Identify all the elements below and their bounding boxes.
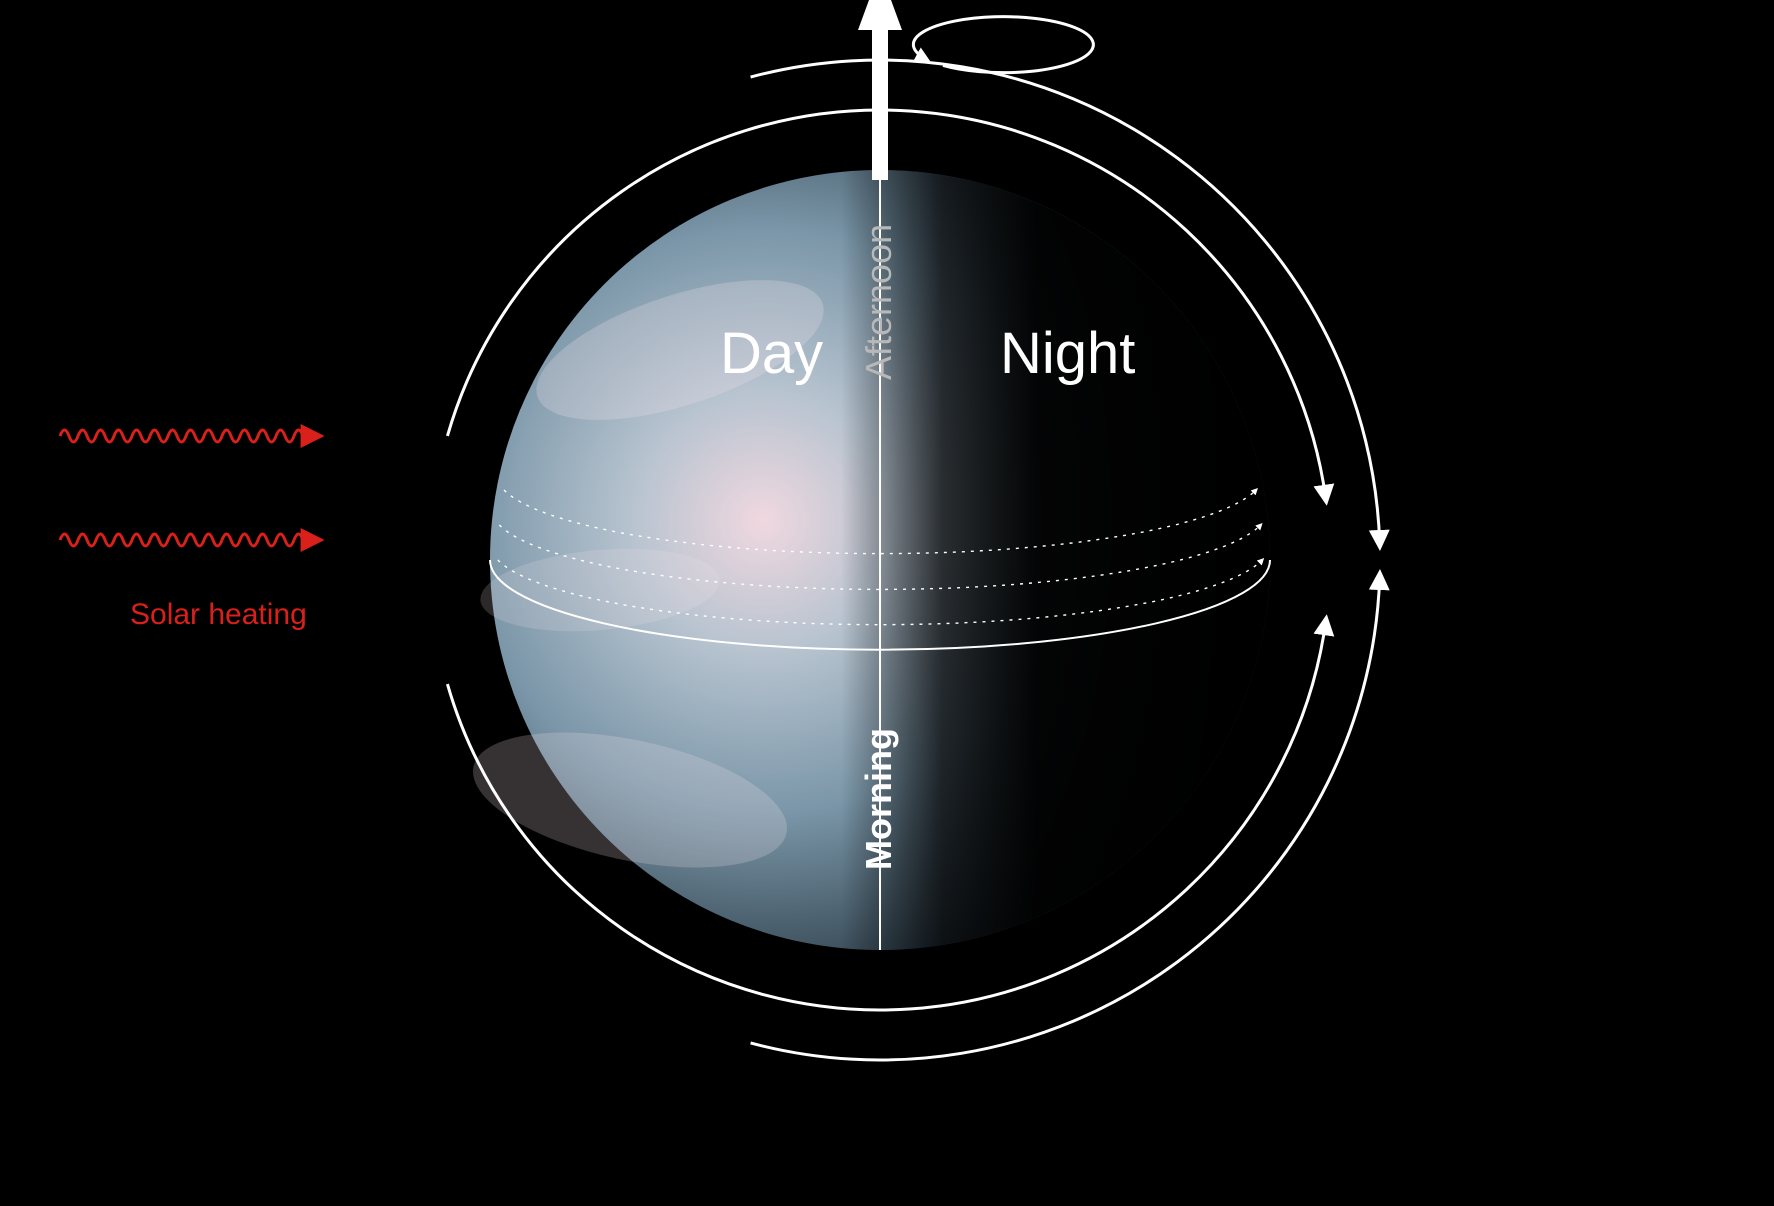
solar-wave-arrow [60,534,315,546]
solar-wave-arrow [60,430,315,442]
diagram-stage: Day Night Afternoon Morning Solar heatin… [0,0,1774,1206]
axis-arrow [858,0,902,180]
night-label: Night [1000,320,1135,387]
day-label: Day [720,320,823,387]
solar-heating-waves [60,430,315,546]
morning-label: Morning [858,728,900,870]
afternoon-label: Afternoon [858,224,900,380]
solar-heating-label: Solar heating [130,598,307,632]
